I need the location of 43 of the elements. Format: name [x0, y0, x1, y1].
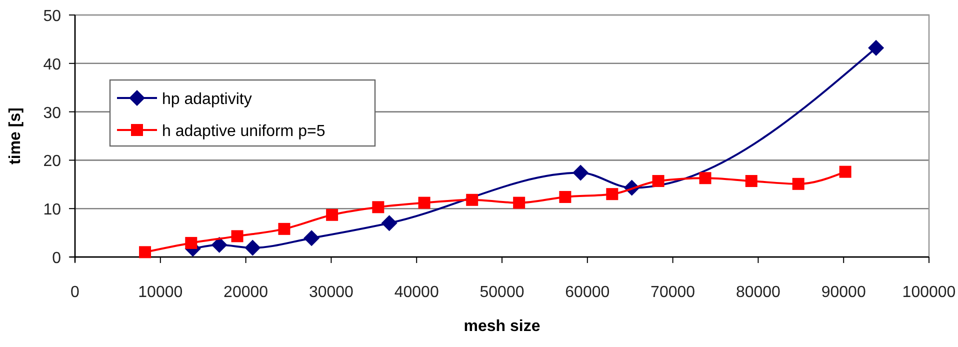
- x-tick-label: 0: [70, 284, 80, 301]
- x-tick-label: 80000: [736, 284, 781, 301]
- y-tick-label: 40: [43, 56, 62, 74]
- point: [211, 236, 228, 253]
- y-tick-label: 20: [43, 153, 62, 170]
- y-tick-label: 30: [43, 104, 62, 122]
- point: [839, 166, 852, 178]
- point: [606, 188, 618, 200]
- legend-label: hp adaptivity: [162, 91, 252, 108]
- point: [185, 236, 198, 249]
- point: [745, 175, 758, 188]
- x-axis-title: mesh size: [464, 318, 540, 335]
- point: [326, 208, 338, 221]
- x-tick-label: 50000: [480, 284, 524, 301]
- point: [792, 178, 804, 190]
- point: [304, 230, 320, 246]
- point: [244, 240, 261, 256]
- x-tick-label: 100000: [902, 284, 956, 301]
- point: [559, 190, 572, 203]
- x-tick-label: 90000: [821, 284, 866, 301]
- point: [139, 246, 152, 258]
- x-tick-label: 60000: [565, 284, 610, 301]
- point: [231, 230, 244, 242]
- x-tick-label: 70000: [650, 284, 696, 301]
- point: [699, 172, 712, 184]
- point: [381, 215, 398, 232]
- x-tick-label: 10000: [138, 284, 183, 301]
- y-axis-title: time [s]: [7, 108, 24, 164]
- y-tick-label: 10: [43, 202, 62, 219]
- point: [278, 222, 290, 235]
- y-tick-label: 0: [52, 250, 62, 267]
- point: [652, 175, 664, 188]
- point: [572, 164, 589, 181]
- x-tick-label: 20000: [224, 284, 268, 301]
- point: [466, 194, 478, 206]
- y-tick-label: 50: [43, 8, 62, 25]
- x-tick-label: 40000: [394, 284, 439, 301]
- legend-label: h adaptive uniform p=5: [162, 123, 326, 140]
- x-tick-label: 30000: [308, 284, 354, 301]
- point: [513, 196, 526, 209]
- point: [868, 40, 884, 56]
- point: [418, 196, 430, 209]
- point: [372, 201, 384, 214]
